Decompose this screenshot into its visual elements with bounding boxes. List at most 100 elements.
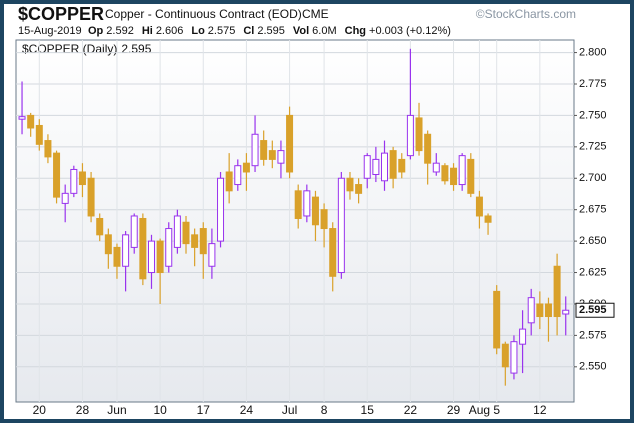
legend-value: 2.595 (121, 42, 151, 56)
chart-title: $COPPER (18, 4, 104, 24)
stat-name: Op (88, 25, 104, 37)
x-tick-label: 22 (404, 403, 418, 417)
y-tick-label: 2.800 (579, 46, 607, 58)
price-tag-box (575, 302, 615, 318)
candle-body (337, 177, 345, 274)
candle-body (96, 217, 104, 236)
candle-body (493, 290, 501, 349)
watermark: ©StockCharts.com (476, 7, 576, 21)
candle-body (277, 150, 285, 164)
candle-body (78, 171, 86, 186)
candle-body (268, 150, 276, 160)
candle-body (61, 192, 69, 204)
stat-name: Chg (345, 25, 366, 37)
y-tick-label: 2.750 (579, 109, 607, 121)
stat-percent: (+0.12%) (406, 25, 451, 37)
candle-body (406, 114, 414, 157)
x-tick-label: 29 (447, 403, 461, 417)
candle-body (165, 228, 173, 267)
stat-value: 2.575 (208, 25, 236, 37)
stat-name: Vol (293, 25, 309, 37)
candle-body (113, 246, 121, 267)
candle-body (139, 217, 147, 280)
stat-name: Hi (142, 25, 153, 37)
y-tick-label: 2.550 (579, 361, 607, 373)
candle-body (35, 124, 43, 145)
candle-body (432, 162, 440, 173)
y-tick-label: 2.775 (579, 78, 607, 90)
candle-body (53, 152, 61, 198)
candle-body (519, 328, 527, 345)
exchange: CME (302, 7, 329, 21)
candle-body (346, 177, 354, 192)
x-tick-label: 10 (153, 403, 167, 417)
stat-value: 2.592 (106, 25, 134, 37)
candle-body (303, 190, 311, 217)
candle-body (199, 228, 207, 255)
x-tick-label: 12 (533, 403, 547, 417)
y-tick-label: 2.650 (579, 235, 607, 247)
x-tick-label: 5 (493, 403, 500, 417)
plot-area (15, 39, 575, 403)
candle-body (458, 155, 466, 186)
stat-name: Lo (191, 25, 205, 37)
candle-body (424, 133, 432, 164)
candle-body (191, 234, 199, 248)
candle-body (70, 168, 78, 194)
x-tick-label: 17 (197, 403, 211, 417)
candle-body (251, 133, 259, 167)
candle-body (208, 243, 216, 267)
x-tick-label: 28 (76, 403, 90, 417)
candle-body (311, 196, 319, 226)
x-tick-label: 24 (240, 403, 254, 417)
candle-body (329, 228, 337, 277)
x-tick-label: Jul (282, 403, 297, 417)
candle-body (510, 341, 518, 374)
stat-name: Cl (243, 25, 254, 37)
stat-value: 2.595 (257, 25, 285, 37)
candle-body (415, 117, 423, 152)
candle-body (27, 114, 35, 129)
candle-body (536, 303, 544, 318)
subtitle: Copper - Continuous Contract (EOD) (105, 7, 302, 21)
candle-body (467, 158, 475, 194)
candle-body (294, 190, 302, 219)
candle-body (320, 209, 328, 230)
candle-body (286, 114, 294, 173)
candle-body (398, 158, 406, 173)
candle-body (553, 265, 561, 318)
stat-value: 6.0M (312, 25, 336, 37)
candle-body (389, 150, 397, 179)
y-tick-label: 2.725 (579, 141, 607, 153)
candle-body (381, 152, 389, 182)
legend-label: $COPPER (Daily) (22, 42, 117, 56)
candle-body (87, 177, 95, 217)
candle-body (363, 155, 371, 179)
candle-body (18, 116, 26, 120)
x-tick-label: Jun (107, 403, 126, 417)
candle-body (225, 171, 233, 192)
candle-body (544, 303, 552, 318)
x-tick-label: 8 (321, 403, 328, 417)
candle-body (182, 221, 190, 245)
y-tick-label: 2.700 (579, 172, 607, 184)
x-tick-label: 15 (361, 403, 375, 417)
candle-body (441, 165, 449, 182)
candle-body (562, 309, 570, 315)
y-tick-label: 2.625 (579, 266, 607, 278)
candle-body (156, 240, 164, 274)
candle-body (527, 297, 535, 324)
candle-body (450, 167, 458, 186)
candle-body (234, 165, 242, 186)
candle-body (217, 177, 225, 242)
candle-body (122, 234, 130, 267)
candle-body (484, 215, 492, 223)
candle-body (242, 162, 250, 173)
stat-value: 2.606 (156, 25, 184, 37)
y-tick-label: 2.575 (579, 329, 607, 341)
candle-body (260, 140, 268, 160)
candle-body (44, 140, 52, 158)
candle-body (501, 343, 509, 368)
date: 15-Aug-2019 (18, 25, 82, 37)
